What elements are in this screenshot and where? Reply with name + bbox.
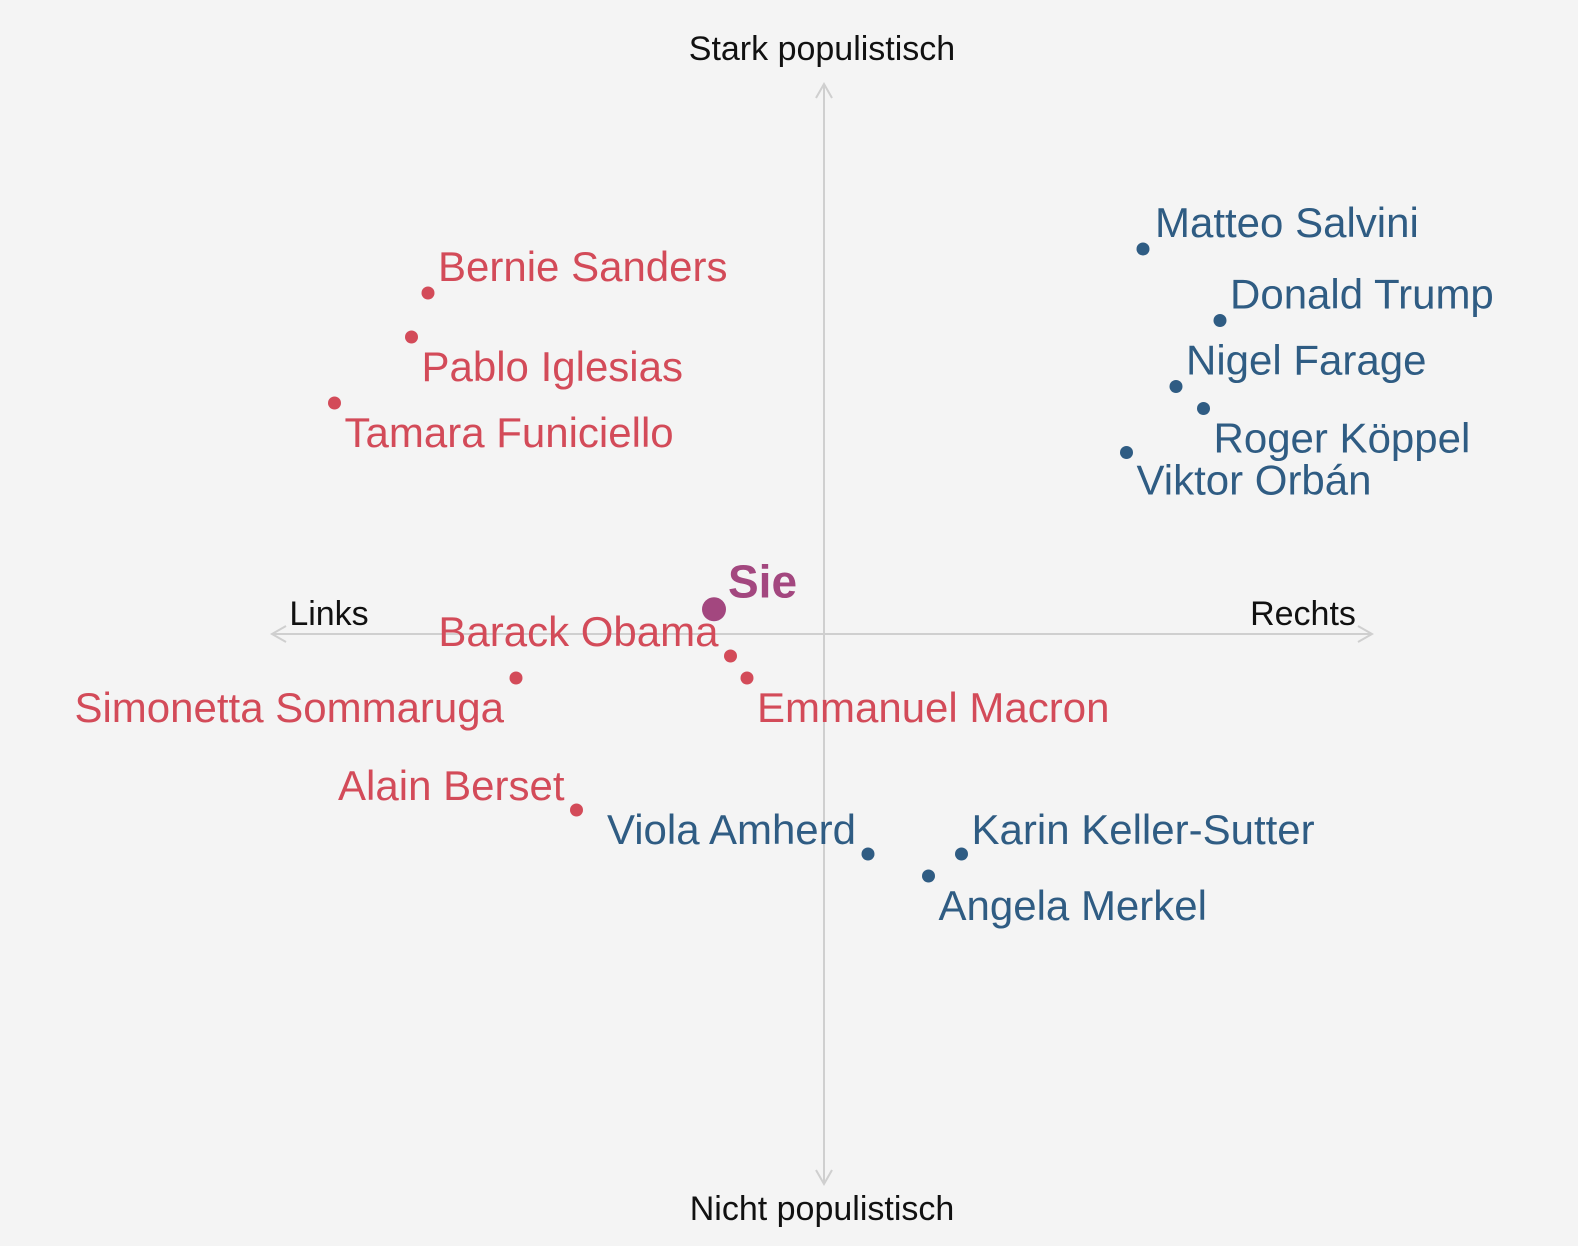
point-pablo-iglesias: Pablo Iglesias xyxy=(405,330,684,390)
you-marker xyxy=(702,597,726,622)
point-matteo-salvini: Matteo Salvini xyxy=(1136,199,1419,256)
point-label: Barack Obama xyxy=(438,608,719,655)
axes: Stark populistisch Nicht populistisch Li… xyxy=(269,30,1375,1228)
point-label: Tamara Funiciello xyxy=(345,409,674,456)
point-dot xyxy=(1169,380,1183,393)
point-dot xyxy=(740,671,754,685)
point-label: Emmanuel Macron xyxy=(757,684,1109,731)
point-label: Nigel Farage xyxy=(1186,337,1426,384)
point-viktor-orban: Viktor Orbán xyxy=(1120,446,1372,504)
point-barack-obama: Barack Obama xyxy=(438,608,737,663)
x-axis-right-arrow xyxy=(1357,625,1375,643)
axis-label-top: Stark populistisch xyxy=(689,30,955,68)
point-label: Angela Merkel xyxy=(939,882,1207,929)
point-roger-koppel: Roger Köppel xyxy=(1197,402,1470,462)
point-dot xyxy=(328,396,341,410)
point-bernie-sanders: Bernie Sanders xyxy=(421,243,728,300)
you-marker-group: Sie xyxy=(702,555,797,622)
point-label: Karin Keller-Sutter xyxy=(972,806,1315,853)
point-dot xyxy=(570,803,583,817)
point-simonetta-sommaruga: Simonetta Sommaruga xyxy=(74,671,523,731)
point-nigel-farage: Nigel Farage xyxy=(1169,337,1426,393)
point-label: Viktor Orbán xyxy=(1137,457,1372,504)
x-axis-left-arrow xyxy=(269,625,287,643)
axis-label-bottom: Nicht populistisch xyxy=(690,1190,955,1228)
point-dot xyxy=(1136,242,1150,256)
data-points: Matteo Salvini Donald Trump Nigel Farage Ro… xyxy=(74,199,1493,929)
point-dot xyxy=(861,847,875,861)
point-dot xyxy=(405,330,418,344)
point-karin-keller-sutter: Karin Keller-Sutter xyxy=(955,806,1315,861)
point-dot xyxy=(1213,314,1227,327)
axis-label-right: Rechts xyxy=(1250,595,1356,633)
point-label: Donald Trump xyxy=(1230,271,1494,318)
point-label: Viola Amherd xyxy=(607,806,856,853)
point-tamara-funiciello: Tamara Funiciello xyxy=(328,396,674,456)
point-label: Matteo Salvini xyxy=(1155,199,1419,246)
you-label: Sie xyxy=(728,555,797,607)
point-alain-berset: Alain Berset xyxy=(338,762,583,817)
point-label: Alain Berset xyxy=(338,762,565,809)
point-angela-merkel: Angela Merkel xyxy=(922,869,1207,929)
point-dot xyxy=(421,286,435,300)
point-label: Bernie Sanders xyxy=(438,243,728,290)
y-axis-top-arrow xyxy=(815,81,833,99)
point-label: Roger Köppel xyxy=(1214,415,1471,462)
point-donald-trump: Donald Trump xyxy=(1213,271,1494,327)
point-viola-amherd: Viola Amherd xyxy=(607,806,875,861)
axis-label-left: Links xyxy=(289,595,368,633)
point-dot xyxy=(509,671,523,685)
point-dot xyxy=(955,847,968,861)
point-dot xyxy=(1120,446,1133,459)
y-axis-bottom-arrow xyxy=(815,1169,833,1187)
point-dot xyxy=(922,869,935,883)
point-label: Simonetta Sommaruga xyxy=(74,684,504,731)
point-label: Pablo Iglesias xyxy=(422,343,684,390)
point-dot xyxy=(1197,402,1210,415)
point-dot xyxy=(724,649,737,663)
point-emmanuel-macron: Emmanuel Macron xyxy=(740,671,1109,731)
